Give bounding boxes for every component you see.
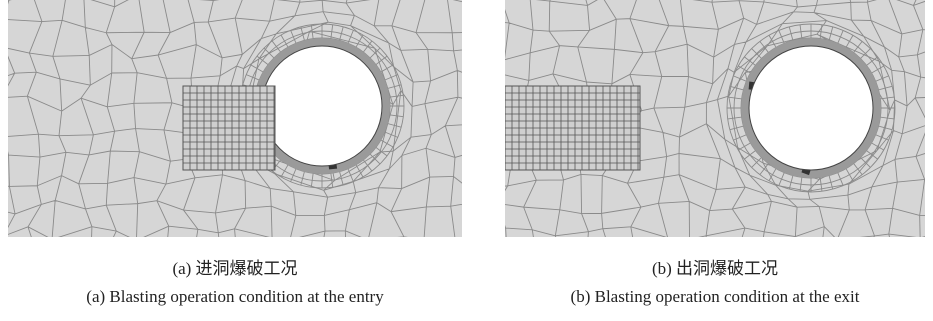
caption-en: (b) Blasting operation condition at the …	[571, 287, 860, 306]
mesh-shape	[262, 46, 382, 166]
figure: (a) 进洞爆破工况 (a) Blasting operation condit…	[0, 0, 933, 316]
caption-zh: (a) 进洞爆破工况	[172, 259, 297, 278]
mesh-shape	[749, 46, 873, 170]
caption-en: (a) Blasting operation condition at the …	[86, 287, 384, 306]
caption-zh: (b) 出洞爆破工况	[652, 259, 778, 278]
mesh-panel-b	[471, 0, 933, 294]
mesh-panel-a	[0, 0, 510, 292]
